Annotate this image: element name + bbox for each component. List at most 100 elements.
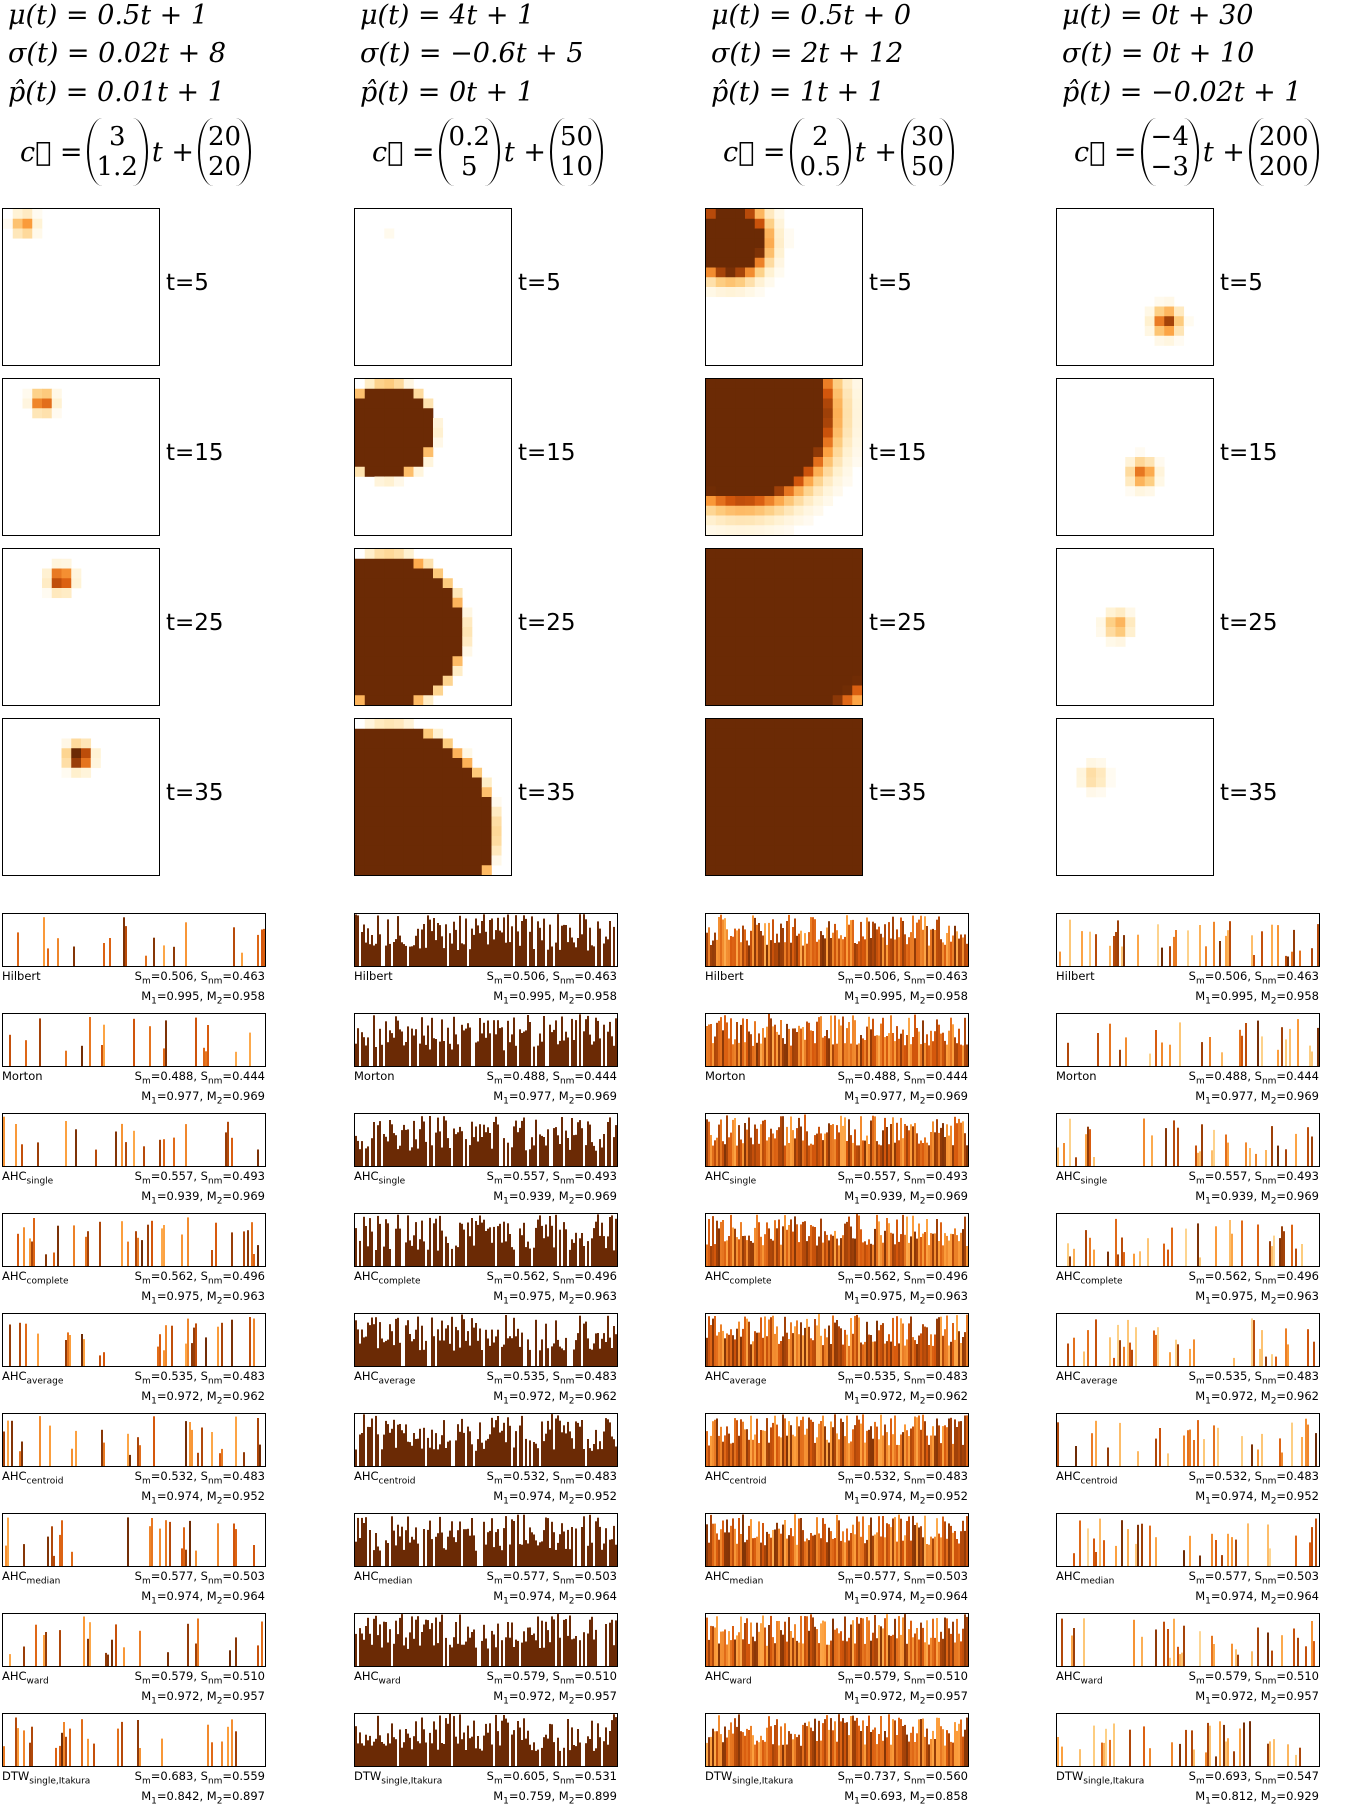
heatmap-cell (715, 748, 726, 759)
strip-bar (1109, 945, 1111, 966)
sm-value: 0.562 (512, 1269, 546, 1283)
strip-bar (1131, 1349, 1133, 1366)
strip-bar (243, 1452, 245, 1466)
m2-sub: 2 (216, 1496, 223, 1507)
strip-bar (165, 1520, 167, 1566)
strip-bar (527, 1543, 529, 1566)
strip-bar (231, 1319, 233, 1366)
strip-bar (814, 1534, 816, 1566)
strip-bar (772, 1744, 774, 1766)
strip-bar (908, 1741, 910, 1766)
strip-bar (609, 1217, 611, 1266)
strip-bar (712, 1043, 714, 1066)
strip-bar (565, 1229, 567, 1266)
heatmap-cell (735, 777, 746, 788)
heatmap-cell (384, 627, 395, 638)
heatmap-cell (355, 816, 366, 827)
strip-bar (571, 1018, 573, 1066)
heatmap-cell (1154, 335, 1165, 346)
strip-bar (445, 1637, 447, 1666)
strip-bar (459, 1347, 461, 1366)
heatmap-cell (823, 656, 834, 667)
strip-bar (1155, 1629, 1157, 1666)
method-name: AHCsingle (1056, 1169, 1107, 1186)
strip-bar (750, 930, 752, 966)
heatmap-cell (452, 777, 463, 788)
strip-bar (479, 1124, 481, 1166)
strip-bar (441, 1230, 443, 1266)
strip-bar (908, 1017, 910, 1066)
heatmap-cell (764, 476, 775, 487)
strip-bar (181, 1548, 183, 1566)
strip-bar (724, 1726, 726, 1766)
strip-bar (509, 1544, 511, 1566)
strip-bar (363, 1337, 365, 1366)
strip-bar (525, 1030, 527, 1066)
heatmap-cell (706, 836, 717, 847)
strip-bar (163, 945, 165, 966)
sm-label: S (486, 1169, 494, 1183)
strip-bar (409, 1632, 411, 1666)
heatmap-cell (793, 466, 804, 477)
strip-bar (589, 1348, 591, 1366)
strip-bar (551, 1225, 553, 1266)
strip-bar (531, 1635, 533, 1666)
strip-bar (491, 1744, 493, 1766)
heatmap-cell (842, 816, 853, 827)
strip-bar (896, 1316, 898, 1366)
heatmap-cell (842, 695, 853, 705)
heatmap-cell (842, 806, 853, 817)
strip-bar (1261, 1433, 1263, 1466)
heatmap-cell (394, 568, 405, 579)
strip-bar (928, 1145, 930, 1166)
strip-bar (1233, 1751, 1235, 1766)
strip-bar (808, 1540, 810, 1566)
strip-bar (710, 1135, 712, 1166)
heatmap-cell (793, 515, 804, 526)
ordering-strip (1056, 913, 1320, 967)
strip-bar (1171, 1742, 1173, 1766)
heatmap-cell (725, 666, 736, 677)
heatmap-cell (706, 588, 717, 599)
strip-bar (762, 935, 764, 966)
strip-bar (820, 1623, 822, 1666)
heatmap-cell (793, 836, 804, 847)
m2-sub: 2 (216, 1296, 223, 1307)
strip-bar (429, 1447, 431, 1466)
heatmap-cell (813, 418, 824, 429)
heatmap-cell (803, 558, 814, 569)
strip-bar (607, 1122, 609, 1166)
heatmap-cell (374, 656, 385, 667)
strip-bar (241, 952, 243, 966)
strip-bar (231, 1232, 233, 1266)
strip-bar (942, 1638, 944, 1666)
sm-sub: m (844, 1276, 854, 1287)
strip-bar (738, 1435, 740, 1466)
strip-bar (1115, 1218, 1117, 1266)
strip-bars (17, 917, 265, 966)
strip-bar (451, 1316, 453, 1366)
strip-bar (934, 1739, 936, 1766)
strip-bar (830, 1125, 832, 1166)
heatmap-cell (413, 588, 424, 599)
strip-bar (423, 1349, 425, 1366)
heatmap-cell (832, 855, 843, 866)
strip-bar (942, 1516, 944, 1566)
strip-bars (706, 1514, 968, 1566)
strip-bar (906, 1734, 908, 1766)
strip-bar (411, 946, 413, 966)
strip-bar (784, 1621, 786, 1666)
strip-bar (924, 916, 926, 966)
heatmap-t35 (2, 718, 160, 876)
strip-bar (563, 924, 565, 966)
strip-bar (778, 1034, 780, 1066)
strip-bar (834, 1139, 836, 1166)
strip-bar (361, 1329, 363, 1366)
strip-bar (862, 1618, 864, 1666)
strip-bar (794, 1436, 796, 1466)
strip-bar (379, 1735, 381, 1766)
heatmap-cell (403, 738, 414, 749)
heatmap-cell (394, 845, 405, 856)
strip-bar (760, 1430, 762, 1466)
method-sub: ward (729, 1676, 752, 1687)
